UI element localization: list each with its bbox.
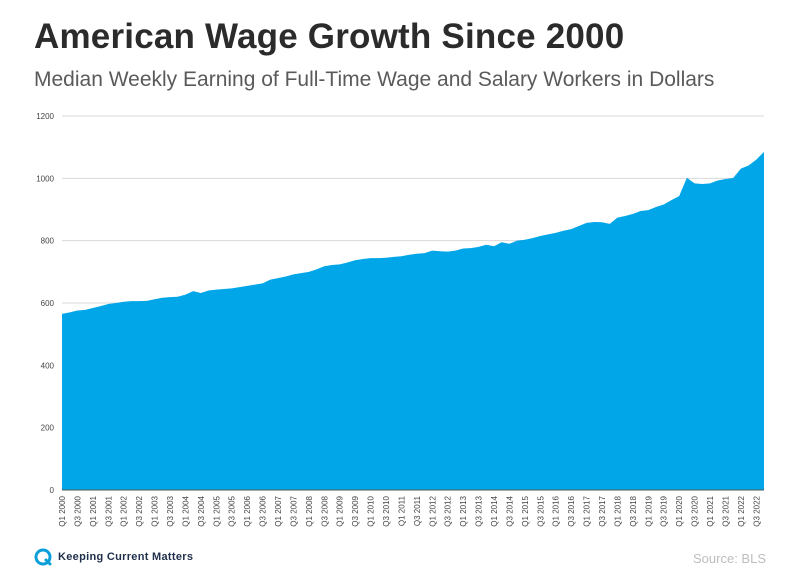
- x-tick-label: Q1 2002: [120, 495, 129, 526]
- x-tick-label: Q1 2006: [243, 495, 252, 526]
- x-tick-label: Q3 2012: [444, 495, 453, 526]
- y-tick-label: 800: [41, 237, 55, 246]
- x-tick-label: Q1 2015: [521, 495, 530, 526]
- x-tick-label: Q1 2016: [552, 495, 561, 526]
- x-tick-label: Q1 2005: [212, 495, 221, 526]
- x-tick-label: Q1 2010: [367, 495, 376, 526]
- brand-name: Keeping Current Matters: [58, 551, 194, 563]
- x-tick-label: Q1 2017: [583, 495, 592, 526]
- x-tick-label: Q3 2002: [135, 495, 144, 526]
- x-axis-tick-labels: Q1 2000 Q3 2000 Q1 2001 Q3 2001 Q1 2002 Q3 20…: [58, 495, 761, 526]
- x-tick-label: Q3 2014: [505, 495, 514, 526]
- x-tick-label: Q3 2011: [413, 495, 422, 526]
- x-tick-label: Q3 2016: [567, 495, 576, 526]
- x-tick-label: Q3 2007: [289, 495, 298, 526]
- x-tick-label: Q1 2019: [644, 495, 653, 526]
- x-tick-label: Q1 2012: [428, 495, 437, 526]
- page-subtitle: Median Weekly Earning of Full-Time Wage …: [34, 68, 715, 91]
- x-tick-label: Q1 2020: [675, 495, 684, 526]
- y-tick-label: 1000: [36, 174, 54, 183]
- x-tick-label: Q1 2022: [737, 495, 746, 526]
- x-tick-label: Q1 2007: [274, 495, 283, 526]
- x-tick-label: Q1 2004: [181, 495, 190, 526]
- x-tick-label: Q3 2013: [475, 495, 484, 526]
- x-tick-label: Q1 2000: [58, 495, 67, 526]
- x-tick-label: Q3 2010: [382, 495, 391, 526]
- x-tick-label: Q3 2005: [228, 495, 237, 526]
- x-tick-label: Q1 2014: [490, 495, 499, 526]
- x-tick-label: Q3 2009: [351, 495, 360, 526]
- y-tick-label: 600: [41, 299, 55, 308]
- x-tick-label: Q3 2015: [536, 495, 545, 526]
- x-tick-label: Q1 2021: [706, 495, 715, 526]
- x-tick-label: Q1 2001: [89, 495, 98, 526]
- x-tick-label: Q3 2000: [73, 495, 82, 526]
- kcm-logo-icon: [34, 548, 52, 566]
- y-tick-label: 400: [41, 361, 55, 370]
- x-tick-label: Q1 2018: [613, 495, 622, 526]
- x-tick-label: Q1 2009: [336, 495, 345, 526]
- y-axis-tick-labels: 0 200 400 600 800 1000 1200: [36, 112, 54, 495]
- y-tick-label: 200: [41, 424, 55, 433]
- x-tick-label: Q3 2018: [629, 495, 638, 526]
- x-tick-label: Q3 2003: [166, 495, 175, 526]
- x-tick-label: Q3 2004: [197, 495, 206, 526]
- x-tick-label: Q3 2020: [691, 495, 700, 526]
- y-tick-label: 0: [50, 486, 55, 495]
- x-tick-label: Q3 2008: [320, 495, 329, 526]
- x-tick-label: Q1 2003: [151, 495, 160, 526]
- x-tick-label: Q1 2013: [459, 495, 468, 526]
- page-title: American Wage Growth Since 2000: [34, 17, 625, 56]
- x-tick-label: Q3 2017: [598, 495, 607, 526]
- x-tick-label: Q3 2019: [660, 495, 669, 526]
- x-tick-label: Q1 2008: [305, 495, 314, 526]
- x-tick-label: Q1 2011: [397, 495, 406, 526]
- y-tick-label: 1200: [36, 112, 54, 121]
- x-tick-label: Q3 2021: [721, 495, 730, 526]
- x-tick-label: Q3 2022: [752, 495, 761, 526]
- x-tick-label: Q3 2001: [104, 495, 113, 526]
- x-tick-label: Q3 2006: [259, 495, 268, 526]
- brand-logo: Keeping Current Matters: [34, 548, 193, 566]
- source-note: Source: BLS: [693, 551, 766, 566]
- wage-area-series: [62, 151, 764, 490]
